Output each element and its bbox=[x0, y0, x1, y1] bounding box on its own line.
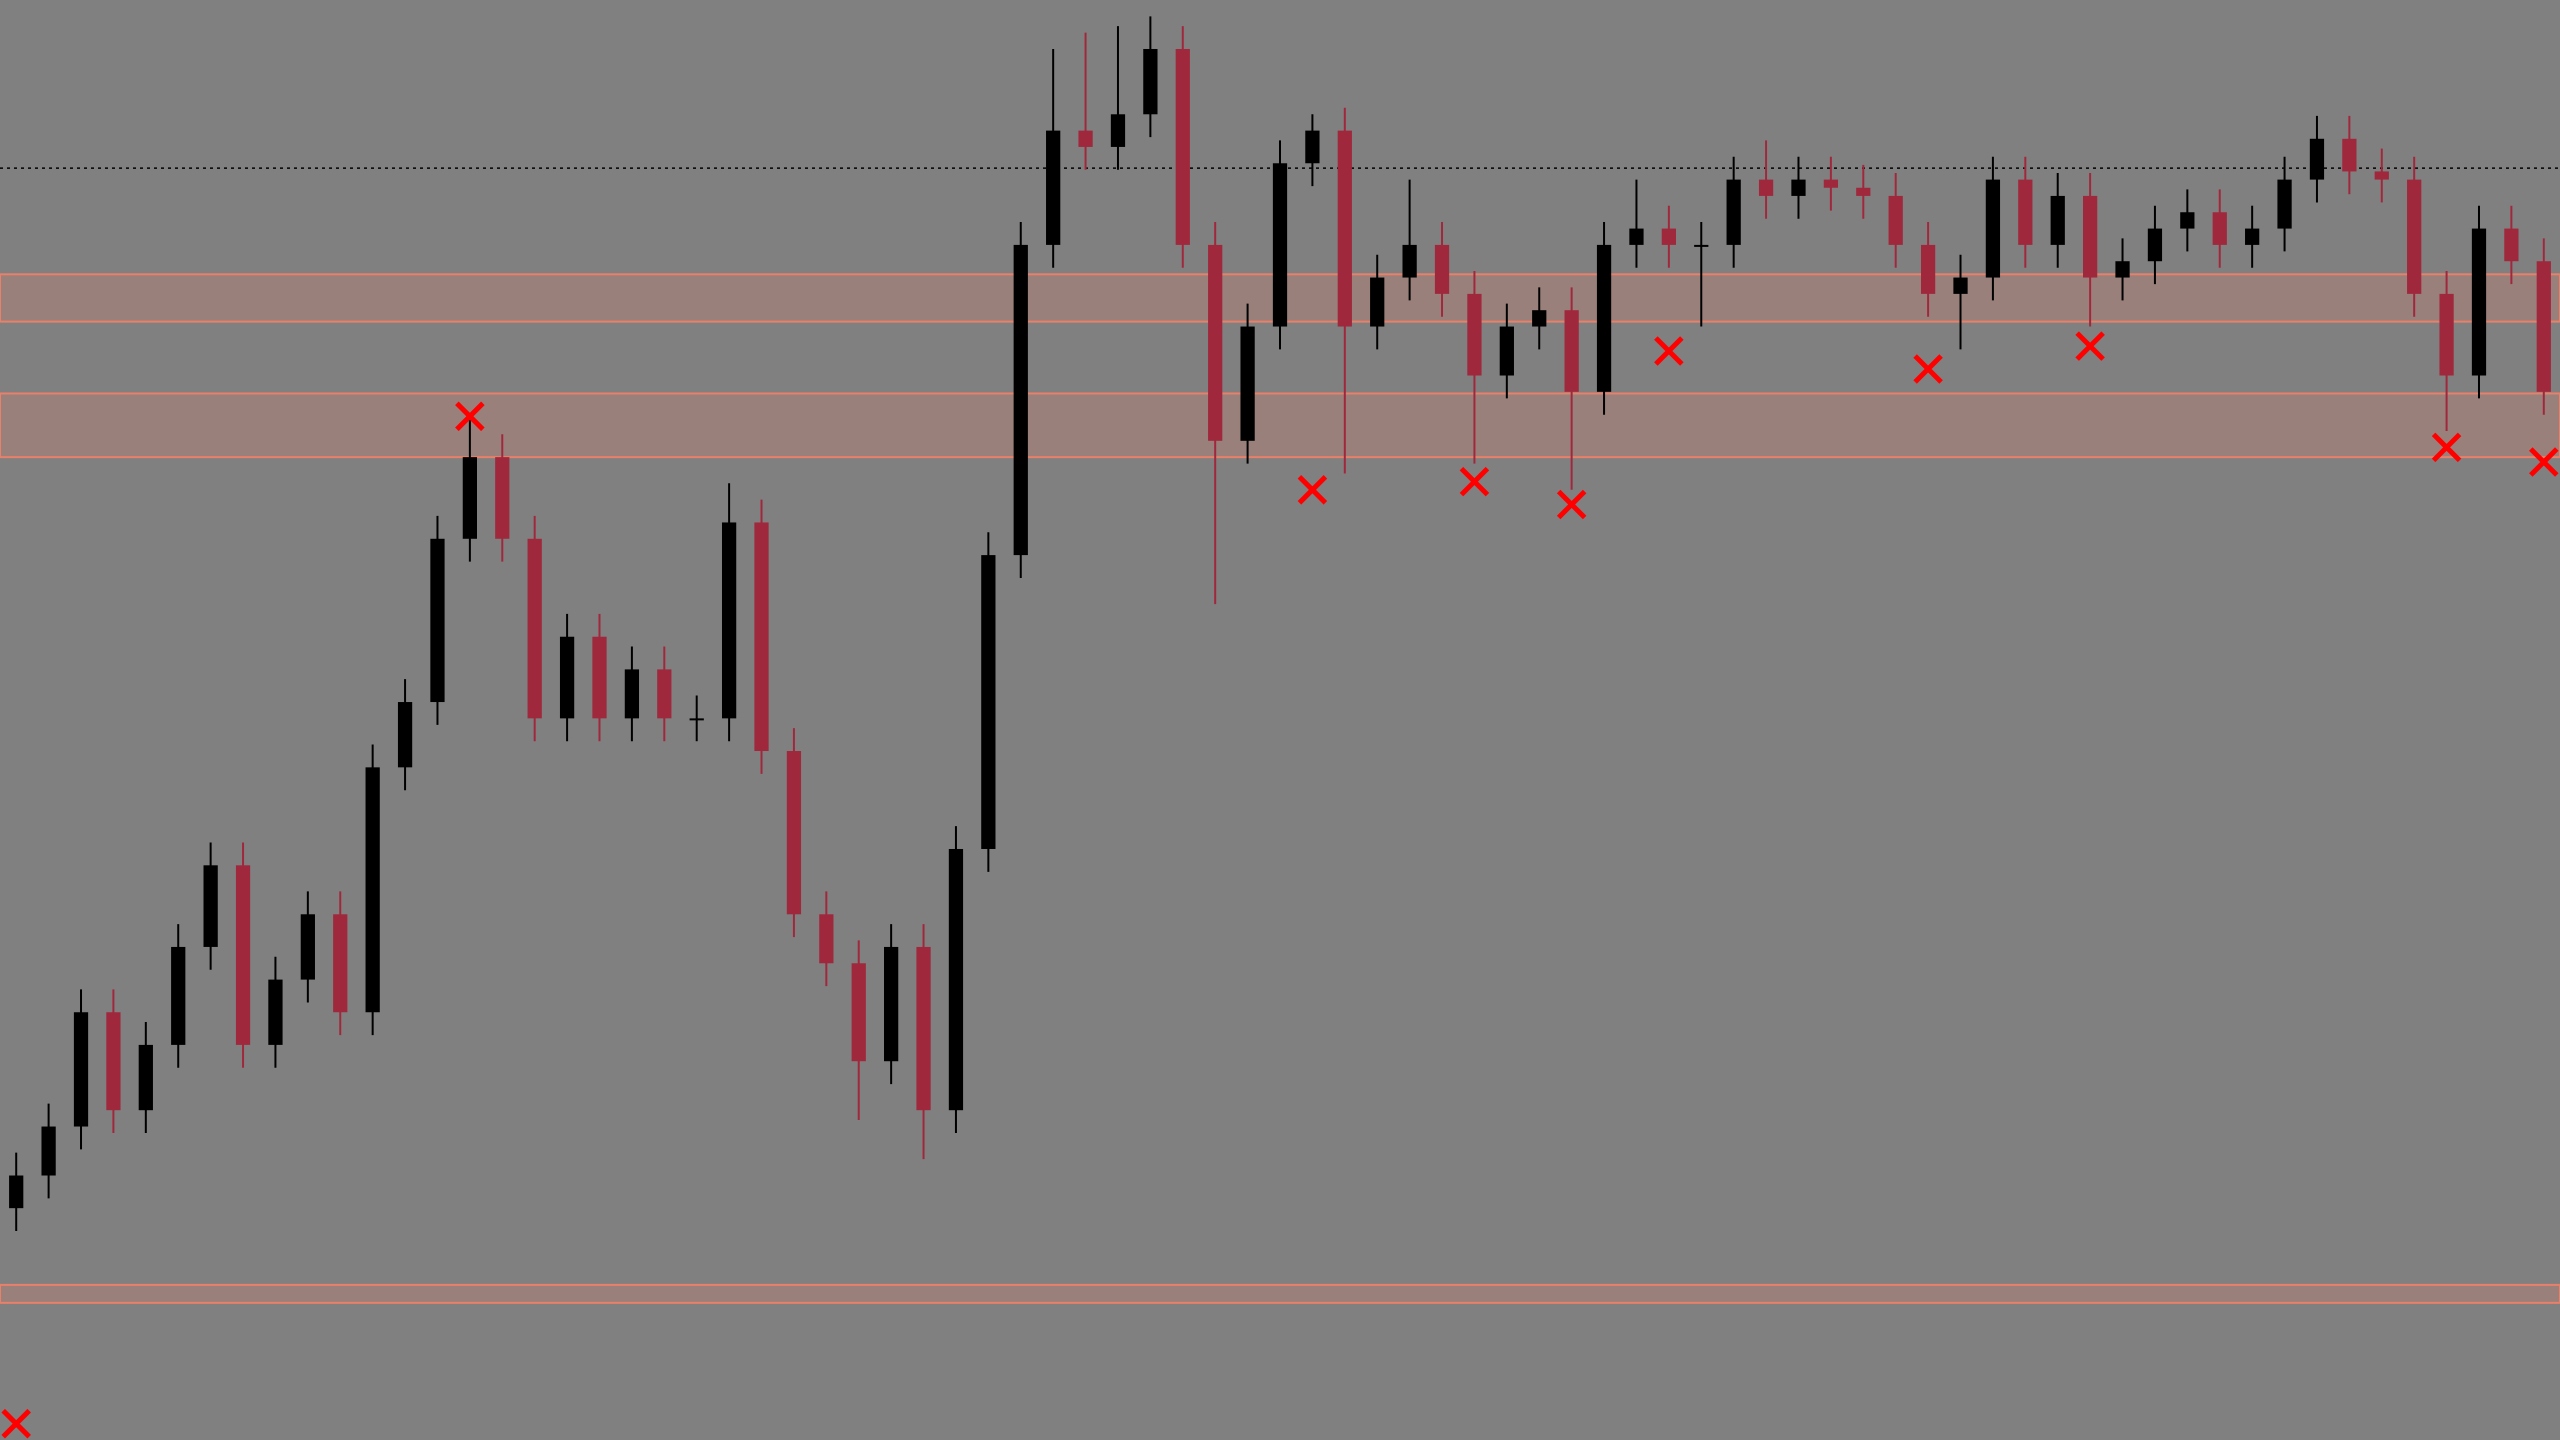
candle-body bbox=[1143, 48, 1158, 115]
candle-body bbox=[2374, 171, 2389, 180]
candle-body bbox=[2245, 228, 2260, 245]
candle-body bbox=[1337, 130, 1352, 327]
candle-body bbox=[1532, 310, 1547, 327]
candle-body bbox=[268, 979, 283, 1045]
candle-body bbox=[1175, 48, 1190, 245]
candle-body bbox=[624, 669, 640, 719]
marker bbox=[1654, 336, 1684, 366]
candle-body bbox=[365, 767, 380, 1013]
candle-body bbox=[1985, 179, 2001, 278]
candle-body bbox=[2277, 179, 2292, 229]
candle-body bbox=[916, 946, 931, 1111]
marker bbox=[2529, 447, 2559, 477]
candle-body bbox=[138, 1044, 153, 1111]
candle-body bbox=[981, 555, 996, 849]
candle-body bbox=[1694, 244, 1709, 247]
candle-body bbox=[235, 865, 251, 1045]
candle-body bbox=[2471, 228, 2487, 376]
candle-body bbox=[73, 1012, 89, 1127]
candle-body bbox=[2212, 212, 2227, 245]
candle-body bbox=[1305, 130, 1320, 164]
candle-body bbox=[1208, 244, 1223, 441]
candle-body bbox=[527, 538, 542, 719]
candle-body bbox=[1370, 277, 1385, 327]
candle-body bbox=[1661, 228, 1676, 245]
marker bbox=[1913, 354, 1943, 384]
candle-body bbox=[2536, 261, 2551, 392]
marker bbox=[2431, 432, 2462, 463]
candle-body bbox=[559, 636, 575, 719]
candle-body bbox=[2407, 179, 2422, 294]
candle-body bbox=[1046, 130, 1061, 245]
candle-body bbox=[1629, 228, 1644, 245]
candle-body bbox=[1467, 293, 1482, 376]
candle-body bbox=[2180, 212, 2195, 229]
marker bbox=[1459, 466, 1490, 497]
candle-body bbox=[754, 522, 769, 752]
candle-body bbox=[462, 457, 478, 539]
candle-body bbox=[171, 946, 186, 1045]
candle-body bbox=[1920, 244, 1936, 294]
marker bbox=[1297, 475, 1328, 505]
candle-body bbox=[819, 914, 834, 964]
candle-body bbox=[1596, 244, 1612, 392]
zone bbox=[0, 392, 2560, 459]
candle-body bbox=[1402, 244, 1417, 278]
candle-body bbox=[333, 914, 348, 1013]
candle-body bbox=[1078, 130, 1093, 147]
candle-body bbox=[1726, 179, 1741, 245]
candle-body bbox=[786, 751, 802, 915]
marker bbox=[1, 1408, 31, 1439]
candle-body bbox=[2147, 228, 2163, 262]
candle-body bbox=[592, 636, 607, 719]
candle-body bbox=[1110, 114, 1126, 147]
candle-body bbox=[2504, 228, 2519, 262]
candle-body bbox=[300, 914, 315, 980]
candle-body bbox=[495, 457, 510, 539]
candle-body bbox=[2342, 138, 2357, 172]
candle-body bbox=[2115, 261, 2130, 278]
candle-body bbox=[1791, 179, 1806, 196]
candle-body bbox=[1272, 163, 1288, 327]
candle-body bbox=[430, 538, 445, 703]
candle-body bbox=[1499, 326, 1514, 376]
candle-body bbox=[1758, 179, 1774, 196]
candle-body bbox=[1240, 326, 1255, 441]
candle-body bbox=[1823, 179, 1839, 188]
marker bbox=[1556, 489, 1587, 520]
candle-body bbox=[1953, 277, 1968, 294]
candle-body bbox=[851, 963, 866, 1062]
candle-body bbox=[106, 1012, 121, 1111]
candle-body bbox=[721, 522, 737, 719]
candle-body bbox=[9, 1175, 24, 1209]
candle-body bbox=[1564, 310, 1579, 392]
candle-body bbox=[2439, 293, 2454, 376]
candle-body bbox=[1013, 244, 1028, 556]
candle-body bbox=[948, 848, 964, 1111]
candle-body bbox=[2082, 195, 2098, 278]
candle-body bbox=[397, 702, 413, 768]
candle-body bbox=[1434, 244, 1450, 294]
candle-body bbox=[1888, 195, 1903, 245]
candle-body bbox=[1856, 187, 1871, 196]
candle-body bbox=[203, 865, 218, 947]
candle-body bbox=[657, 669, 672, 719]
candle-body bbox=[689, 718, 704, 721]
candle-body bbox=[41, 1126, 56, 1176]
marker bbox=[2075, 331, 2105, 361]
candle-body bbox=[2050, 195, 2065, 245]
zone bbox=[0, 1283, 2560, 1304]
candle-body bbox=[2018, 179, 2033, 245]
candle-body bbox=[2309, 138, 2325, 180]
marker bbox=[455, 401, 485, 432]
candle-body bbox=[884, 946, 899, 1062]
